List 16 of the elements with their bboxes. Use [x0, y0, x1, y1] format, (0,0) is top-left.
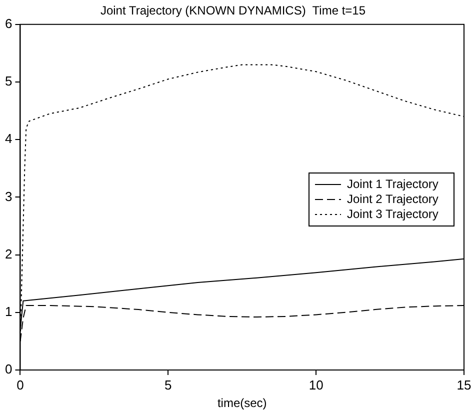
- y-tick-label: 3: [4, 188, 12, 204]
- x-axis-title: time(sec): [217, 396, 267, 410]
- legend-label: Joint 1 Trajectory: [347, 176, 438, 191]
- x-tick-label: 10: [308, 377, 324, 392]
- chart-title: Joint Trajectory (KNOWN DYNAMICS) Time t=15: [100, 4, 366, 18]
- x-tick-label: 15: [456, 377, 472, 392]
- y-tick-label: 1: [4, 304, 12, 319]
- y-tick-label: 5: [4, 74, 12, 89]
- y-tick-label: 6: [4, 16, 12, 31]
- legend-label: Joint 2 Trajectory: [347, 192, 438, 206]
- x-tick-label: 5: [164, 377, 172, 392]
- y-tick-label: 2: [4, 246, 12, 262]
- x-tick-label: 0: [16, 377, 24, 392]
- y-tick-label: 4: [4, 131, 12, 146]
- y-tick-label: 0: [4, 362, 12, 377]
- legend-label: Joint 3 Trajectory: [347, 206, 438, 221]
